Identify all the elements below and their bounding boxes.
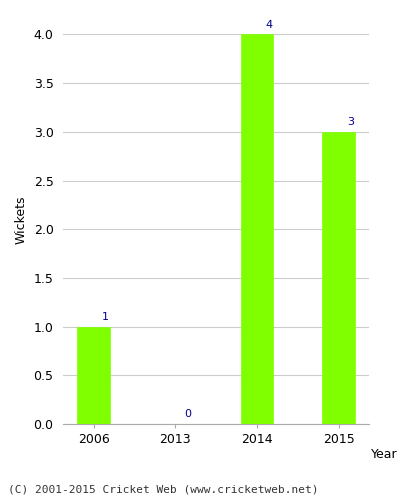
Y-axis label: Wickets: Wickets — [15, 195, 28, 244]
Text: 0: 0 — [184, 409, 191, 419]
Bar — [322, 132, 355, 424]
Text: 1: 1 — [102, 312, 109, 322]
Text: 4: 4 — [266, 20, 273, 30]
X-axis label: Year: Year — [371, 448, 398, 462]
Bar — [241, 34, 273, 424]
Text: (C) 2001-2015 Cricket Web (www.cricketweb.net): (C) 2001-2015 Cricket Web (www.cricketwe… — [8, 485, 318, 495]
Bar — [77, 326, 110, 424]
Text: 3: 3 — [348, 117, 354, 127]
